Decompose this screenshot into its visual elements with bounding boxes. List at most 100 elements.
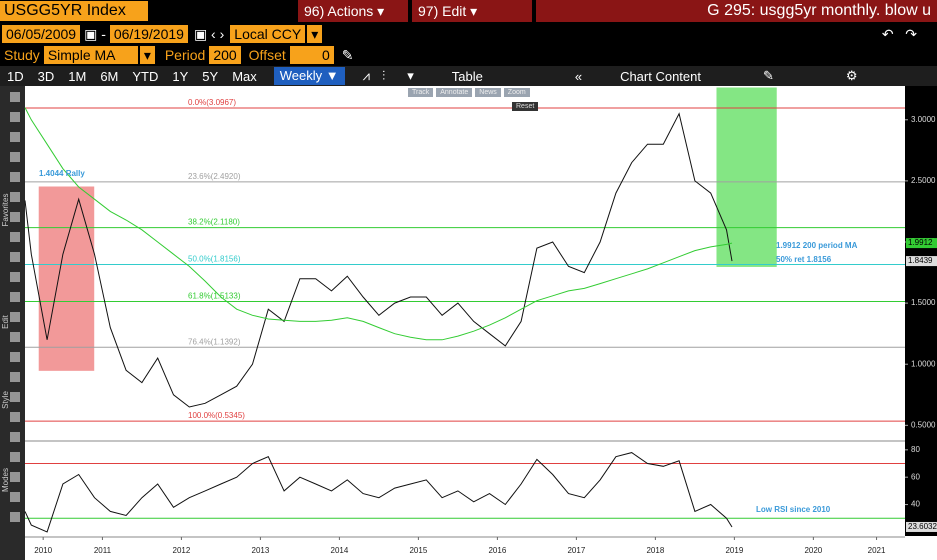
tool-icon [10, 452, 20, 462]
table-button[interactable]: Table [451, 68, 483, 84]
offset-label: Offset [248, 47, 286, 63]
date-separator: ▣ - [84, 25, 106, 42]
period[interactable]: 200 [209, 46, 241, 64]
annotation: 1.9912 200 period MA [776, 241, 858, 250]
ticker[interactable]: USGG5YR Index [0, 1, 148, 21]
actions-menu[interactable]: 96) Actions ▾ [298, 0, 408, 22]
tool-icon [10, 492, 20, 502]
y-tick-label: 2.5000 [911, 176, 936, 185]
tool-icon [10, 112, 20, 122]
line-icon[interactable]: ⩘ [362, 68, 370, 83]
tool-icon [10, 252, 20, 262]
tool-icon [10, 92, 20, 102]
right-axis [905, 86, 937, 536]
study-dropdown[interactable]: ▾ [139, 46, 155, 64]
tool-icon [10, 432, 20, 442]
annotation: 1.4044 Rally [39, 169, 85, 178]
x-tick-label: 2021 [868, 546, 886, 555]
frequency-button[interactable]: Weekly ▼ [273, 67, 345, 85]
level-label: 0.0%(3.0967) [188, 98, 236, 107]
tool-icon [10, 352, 20, 362]
highlight-box [38, 186, 95, 371]
value-tag-label: 23.6032 [908, 522, 937, 531]
value-tag-label: 1.9912 [908, 238, 933, 247]
x-tick-label: 2014 [331, 546, 349, 555]
tool-tooltip: Track Annotate News Zoom [408, 88, 530, 97]
y-tick-label: 3.0000 [911, 115, 936, 124]
tool-button[interactable]: News [475, 88, 501, 97]
tool-icon [10, 312, 20, 322]
y-tick-label: 1.0000 [911, 359, 936, 368]
range-button[interactable]: 3D [37, 68, 55, 84]
tool-icon [10, 512, 20, 522]
tool-button[interactable]: Track [408, 88, 434, 97]
x-tick-label: 2013 [252, 546, 270, 555]
x-tick-label: 2010 [34, 546, 52, 555]
reset-button[interactable]: Reset [512, 102, 539, 111]
tool-icon [10, 412, 20, 422]
edit-menu[interactable]: 97) Edit ▾ [412, 0, 532, 22]
level-label: 50.0%(1.8156) [188, 255, 241, 264]
range-button[interactable]: 1M [68, 68, 87, 84]
range-button[interactable]: Max [232, 68, 257, 84]
tool-icon [10, 392, 20, 402]
level-label: 38.2%(2.1180) [188, 218, 240, 227]
tool-icon [10, 212, 20, 222]
x-tick-label: 2016 [488, 546, 506, 555]
undo-redo[interactable]: ↶ ↷ [881, 25, 917, 42]
side-label: Favorites [1, 194, 10, 227]
bar-icon[interactable]: ⫶ [381, 68, 386, 83]
level-label: 61.8%(1.5133) [188, 292, 241, 301]
value-tag [906, 521, 937, 532]
range-group: 1D 3D 1M 6M YTD 1Y 5Y Max [0, 69, 264, 84]
x-tick-label: 2017 [567, 546, 585, 555]
tool-icon [10, 152, 20, 162]
offset[interactable]: 0 [289, 46, 334, 64]
range-button[interactable]: 5Y [202, 68, 219, 84]
window-title: G 295: usgg5yr monthly. blow u [536, 0, 937, 22]
range-button[interactable]: 1D [7, 68, 24, 84]
end-date[interactable]: 06/19/2019 [109, 25, 188, 43]
y-tick-label: 40 [911, 500, 920, 509]
date-row: 06/05/2009 ▣ - 06/19/2019 ▣ ‹ › Local CC… [0, 24, 937, 44]
range-button[interactable]: YTD [132, 68, 159, 84]
y-tick-label: 60 [911, 472, 920, 481]
start-date[interactable]: 06/05/2009 [2, 25, 81, 43]
date-nav[interactable]: ▣ ‹ › [193, 25, 225, 42]
chart-background [25, 86, 937, 560]
tool-icon [10, 232, 20, 242]
pencil-icon[interactable]: ✎ [341, 46, 354, 63]
series-line [24, 112, 733, 408]
tool-icon [10, 172, 20, 182]
x-tick-label: 2011 [94, 546, 112, 555]
tool-icon [10, 372, 20, 382]
collapse-button[interactable]: « [574, 68, 583, 84]
series-line [24, 107, 733, 341]
more-dropdown[interactable]: ▾ [407, 68, 414, 83]
settings-icon[interactable]: ⚙ [845, 68, 858, 83]
study[interactable]: Simple MA [43, 46, 138, 64]
chart-content-button[interactable]: Chart Content [620, 68, 701, 84]
currency-dropdown[interactable]: ▾ [307, 25, 323, 43]
period-label: Period [164, 47, 206, 63]
frequency-label: Weekly [279, 68, 323, 83]
tool-icon [10, 192, 20, 202]
level-label: 76.4%(1.1392) [188, 337, 241, 346]
study-label: Study [4, 47, 40, 63]
tool-button[interactable]: Annotate [436, 88, 473, 97]
range-button[interactable]: 6M [100, 68, 119, 84]
y-tick-label: 80 [911, 445, 920, 454]
y-tick-label: 0.5000 [911, 420, 936, 429]
tool-icon [10, 332, 20, 342]
annotate-icon[interactable]: ✎ [763, 68, 774, 83]
actions-label: 96) Actions [304, 3, 374, 19]
x-tick-label: 2018 [646, 546, 664, 555]
side-label: Style [1, 391, 10, 409]
range-button[interactable]: 1Y [172, 68, 189, 84]
x-tick-label: 2015 [409, 546, 427, 555]
currency[interactable]: Local CCY [230, 25, 306, 43]
value-tag [906, 256, 937, 267]
x-tick-label: 2012 [173, 546, 191, 555]
tool-button[interactable]: Zoom [503, 88, 530, 97]
